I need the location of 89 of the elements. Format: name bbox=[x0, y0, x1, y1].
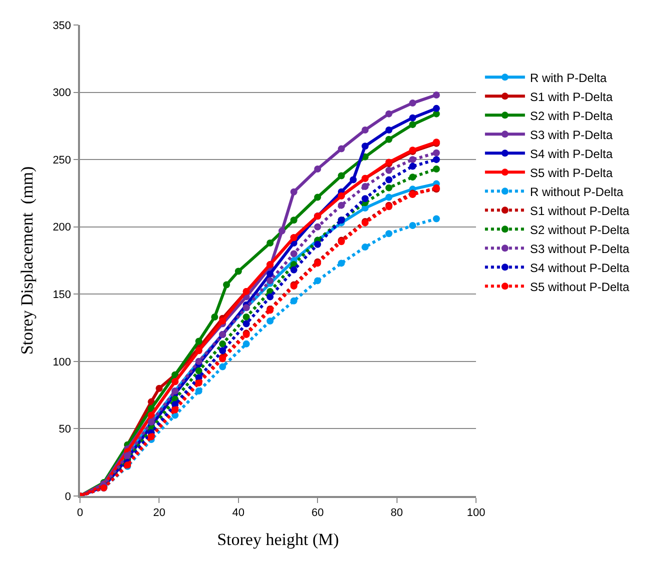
legend-label: S4 without P-Delta bbox=[530, 260, 630, 275]
legend-label: S3 without P-Delta bbox=[530, 242, 630, 256]
point bbox=[242, 314, 250, 321]
point bbox=[362, 244, 369, 251]
legend-label: R without P-Delta bbox=[530, 184, 624, 199]
point bbox=[156, 384, 163, 392]
point bbox=[219, 363, 226, 370]
point bbox=[234, 268, 242, 275]
point bbox=[195, 367, 202, 374]
point bbox=[266, 277, 274, 284]
point bbox=[350, 176, 357, 184]
point bbox=[385, 176, 392, 184]
point bbox=[385, 136, 392, 143]
point bbox=[362, 126, 369, 134]
point bbox=[362, 142, 369, 150]
legend-label: S3 with P-Delta bbox=[530, 128, 613, 142]
point bbox=[362, 182, 369, 190]
legend-label: S5 with P-Delta bbox=[530, 166, 613, 180]
point bbox=[290, 297, 298, 304]
point bbox=[219, 347, 226, 354]
point bbox=[266, 318, 274, 325]
point bbox=[432, 215, 440, 222]
y-tick-label: 100 bbox=[52, 356, 72, 368]
point bbox=[385, 230, 392, 238]
legend-label: S5 without P-Delta bbox=[530, 280, 630, 294]
point bbox=[242, 340, 250, 348]
x-tick-label: 100 bbox=[466, 506, 486, 519]
legend-label: R with P-Delta bbox=[530, 70, 607, 85]
point bbox=[432, 104, 440, 112]
point bbox=[219, 318, 226, 325]
point bbox=[338, 260, 345, 267]
x-axis-title: Storey height (M) bbox=[217, 530, 339, 549]
legend-label: S1 without P-Delta bbox=[530, 204, 630, 218]
y-tick-label: 200 bbox=[52, 222, 72, 234]
point bbox=[432, 149, 440, 156]
point bbox=[314, 165, 322, 172]
point bbox=[314, 223, 322, 230]
y-tick-label: 50 bbox=[58, 424, 72, 436]
point bbox=[242, 320, 250, 328]
point bbox=[314, 240, 322, 248]
point bbox=[223, 281, 230, 288]
point bbox=[195, 388, 202, 395]
point bbox=[219, 340, 226, 348]
x-tick-label: 40 bbox=[232, 506, 245, 519]
y-tick-label: 0 bbox=[64, 490, 72, 503]
point bbox=[290, 216, 298, 224]
point bbox=[362, 195, 369, 202]
point bbox=[278, 227, 286, 234]
point bbox=[409, 121, 416, 128]
x-tick-label: 0 bbox=[76, 506, 84, 519]
point bbox=[314, 277, 322, 284]
point bbox=[409, 222, 416, 230]
point bbox=[266, 240, 274, 247]
point bbox=[195, 338, 202, 345]
point bbox=[409, 156, 416, 164]
y-tick-label: 350 bbox=[52, 20, 72, 32]
point bbox=[385, 126, 392, 134]
point bbox=[385, 194, 392, 201]
point bbox=[385, 110, 392, 118]
y-tick-label: 250 bbox=[52, 154, 72, 166]
point bbox=[409, 100, 416, 107]
point bbox=[314, 194, 322, 201]
point bbox=[432, 165, 440, 172]
x-tick-label: 60 bbox=[311, 506, 324, 519]
point bbox=[290, 266, 298, 274]
point bbox=[266, 293, 274, 300]
x-tick-label: 20 bbox=[153, 506, 166, 519]
y-tick-label: 300 bbox=[52, 87, 72, 100]
point bbox=[409, 174, 416, 181]
y-tick-label: 150 bbox=[52, 288, 72, 301]
point bbox=[409, 162, 416, 170]
point bbox=[385, 184, 392, 192]
point bbox=[385, 166, 392, 174]
point bbox=[338, 202, 345, 209]
point bbox=[338, 172, 345, 180]
point bbox=[338, 145, 345, 152]
point bbox=[290, 250, 298, 258]
point bbox=[432, 156, 440, 164]
point bbox=[211, 314, 218, 321]
point bbox=[409, 114, 416, 122]
y-axis-title: Storey Displacement (mm) bbox=[18, 166, 37, 355]
point bbox=[290, 188, 298, 196]
point bbox=[266, 270, 274, 278]
legend-label: S4 with P-Delta bbox=[530, 146, 613, 161]
legend-label: S2 with P-Delta bbox=[530, 108, 613, 123]
legend-label: S2 without P-Delta bbox=[530, 222, 630, 237]
point bbox=[432, 91, 440, 98]
legend-label: S1 with P-Delta bbox=[530, 90, 613, 104]
x-tick-label: 80 bbox=[390, 506, 403, 519]
